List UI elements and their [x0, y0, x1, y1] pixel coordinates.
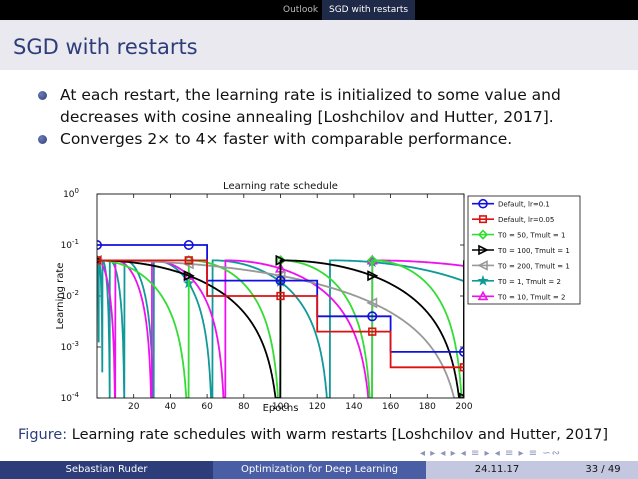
legend-entry: T0 = 50, Tmult = 1 [472, 229, 565, 240]
footer-page-number: 33 / 49 [568, 461, 638, 479]
series-marker [477, 229, 489, 240]
legend-label: T0 = 1, Tmult = 2 [497, 278, 561, 286]
title-bar: SGD with restarts [0, 20, 638, 70]
series-marker [478, 198, 488, 209]
series-marker [275, 275, 286, 286]
footer-author: Sebastian Ruder [0, 461, 213, 479]
legend-label: Default, lr=0.05 [498, 216, 554, 224]
series-marker [367, 270, 379, 282]
top-navigation: Outlook SGD with restarts [0, 0, 638, 20]
y-tick-label: 10-1 [61, 238, 79, 251]
bullet-text: At each restart, the learning rate is in… [60, 86, 561, 126]
x-tick-label: 160 [382, 402, 399, 412]
footer: Sebastian Ruder Optimization for Deep Le… [0, 461, 638, 479]
x-tick-label: 40 [165, 402, 177, 412]
series-marker [184, 256, 193, 265]
footer-talk-title: Optimization for Deep Learning [213, 461, 426, 479]
caption-label: Figure: [18, 427, 68, 443]
x-tick-label: 140 [345, 402, 362, 412]
series-marker [183, 270, 195, 282]
legend-entry: T0 = 10, Tmult = 2 [472, 290, 565, 301]
bullet-item: Converges 2× to 4× faster with comparabl… [38, 128, 628, 150]
plot-area [97, 240, 464, 398]
legend-label: T0 = 10, Tmult = 2 [497, 293, 565, 301]
series-marker [275, 254, 287, 266]
series-marker [478, 244, 489, 256]
bullet-icon [38, 135, 47, 144]
series-marker [478, 215, 487, 224]
legend-label: T0 = 100, Tmult = 1 [497, 247, 570, 255]
plot-frame [96, 193, 465, 399]
x-axis-label: Epochs [263, 403, 299, 414]
series-marker [276, 291, 285, 301]
series-marker [97, 240, 102, 250]
nav-item-outlook[interactable]: Outlook [283, 5, 319, 15]
series-marker [183, 240, 194, 251]
bullet-list: At each restart, the learning rate is in… [38, 84, 628, 150]
y-tick-label: 10-4 [61, 391, 80, 404]
series-marker [459, 363, 464, 372]
series-marker [477, 274, 489, 286]
series-line [97, 259, 464, 398]
footer-date: 24.11.17 [426, 461, 568, 479]
series-marker [477, 260, 488, 271]
y-axis-label: Learning rate [55, 263, 66, 330]
chart-title: Learning rate schedule [223, 181, 338, 192]
bullet-item: At each restart, the learning rate is in… [38, 84, 628, 128]
series-4 [97, 254, 464, 398]
series-marker [367, 311, 378, 322]
legend-entry: T0 = 200, Tmult = 1 [472, 260, 570, 271]
legend-entry: T0 = 100, Tmult = 1 [472, 244, 570, 256]
series-2 [97, 256, 464, 372]
y-tick-label: 100 [63, 187, 79, 200]
series-marker [182, 258, 194, 270]
nav-item-sgd-with-restarts[interactable]: SGD with restarts [322, 0, 416, 20]
beamer-navigation-icons[interactable]: ◂ ▸ ◂ ▸ ◂ ≡ ▸ ◂ ≡ ▸ ≡ ∽∾ [420, 448, 562, 459]
series-marker [368, 327, 377, 336]
x-tick-label: 80 [238, 402, 250, 412]
legend-label: T0 = 200, Tmult = 1 [497, 262, 570, 270]
caption-text: Learning rate schedules with warm restar… [67, 427, 608, 443]
series-marker [366, 255, 378, 266]
learning-rate-chart: Learning rate schedule Epochs Learning rat… [55, 181, 581, 414]
x-tick-label: 120 [309, 402, 326, 412]
figure-caption: Figure: Learning rate schedules with war… [18, 427, 608, 443]
legend-entry: T0 = 1, Tmult = 2 [472, 274, 561, 286]
x-tick-label: 20 [128, 402, 140, 412]
bullet-icon [38, 91, 47, 100]
legend-entry: Default, lr=0.05 [472, 215, 554, 224]
legend-entry: Default, lr=0.1 [472, 198, 550, 209]
legend-label: T0 = 50, Tmult = 1 [497, 232, 565, 240]
y-tick-label: 10-3 [61, 340, 79, 353]
x-tick-label: 60 [201, 402, 213, 412]
slide-title: SGD with restarts [13, 35, 198, 59]
x-tick-label: 180 [419, 402, 436, 412]
x-tick-label: 200 [455, 402, 472, 412]
series-marker [477, 290, 489, 301]
legend-label: Default, lr=0.1 [498, 201, 550, 209]
bullet-text: Converges 2× to 4× faster with comparabl… [60, 130, 513, 148]
series-marker [97, 256, 102, 265]
series-marker [366, 297, 378, 309]
x-tick-label: 100 [272, 402, 289, 412]
series-line [97, 259, 464, 369]
